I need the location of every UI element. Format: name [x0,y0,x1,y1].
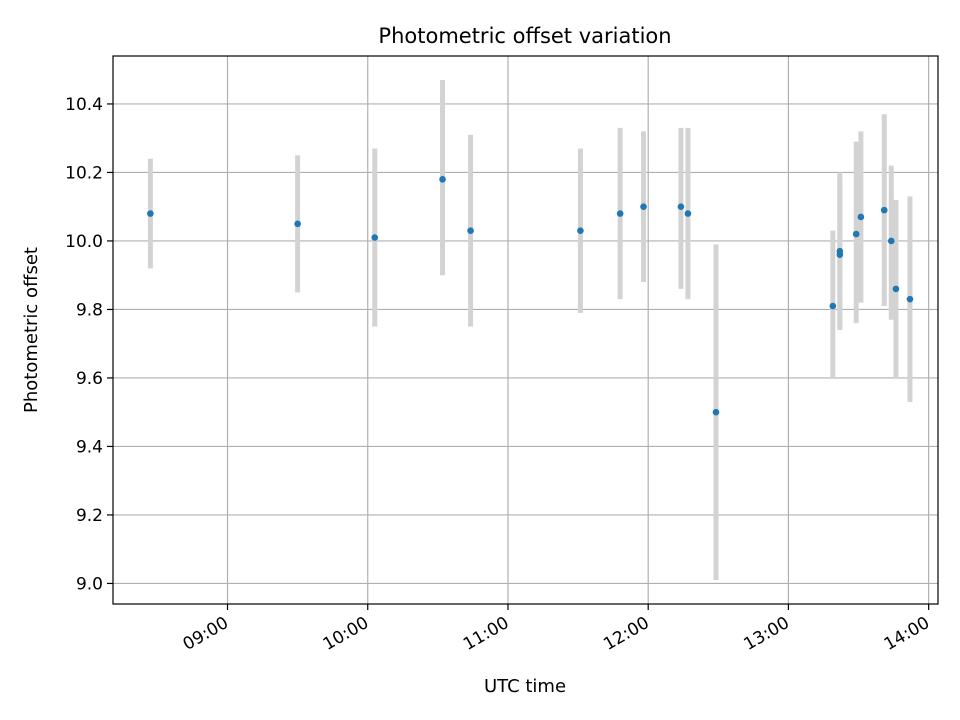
data-point [684,210,692,217]
y-tick-label: 9.8 [76,300,103,320]
data-point [677,203,685,210]
data-point [147,210,154,217]
data-point [371,234,379,241]
data-point [857,213,865,221]
data-point [577,227,584,234]
plot-frame [112,55,939,605]
y-axis-label: Photometric offset [21,247,42,413]
y-tick-label: 9.2 [76,506,103,526]
data-point [467,227,474,234]
data-point [836,251,844,258]
grid [113,56,938,604]
data-point [887,237,895,245]
data-point [829,302,837,310]
y-tick-label: 10.2 [65,163,103,183]
x-axis-label: UTC time [484,676,566,697]
y-tick-label: 9.6 [76,369,103,389]
data-point [880,206,888,214]
data-point [852,230,860,238]
data-point [906,295,914,303]
y-tick-label: 9.4 [76,437,103,457]
data-point [640,203,647,210]
data-point [294,220,301,228]
data-point [712,408,720,416]
data-point [616,210,624,217]
chart-title: Photometric offset variation [378,24,671,48]
y-tick-label: 10.0 [65,232,103,252]
y-tick-label: 10.4 [65,95,103,115]
data-point [892,285,900,293]
y-tick-label: 9.0 [76,574,103,594]
data-point [439,176,446,183]
data-points [147,176,914,416]
y-axis: 9.0 9.2 9.4 9.6 9.8 10.0 10.2 10.4 [65,95,113,594]
